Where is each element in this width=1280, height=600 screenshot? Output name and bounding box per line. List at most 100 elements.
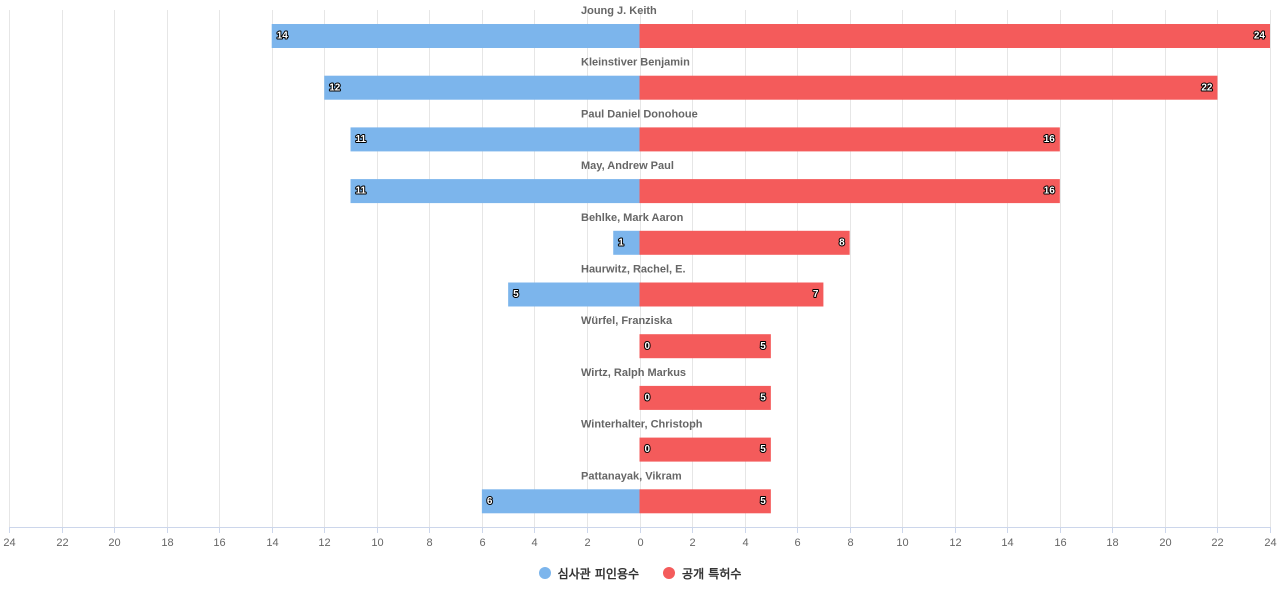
legend-label: 심사관 피인용수 <box>557 566 640 581</box>
value-label: 5 <box>760 444 766 455</box>
x-tick-label: 22 <box>1211 537 1223 549</box>
value-label-outline: 8 <box>839 237 845 248</box>
x-tick-label: 2 <box>689 537 695 549</box>
x-tick-label: 4 <box>742 537 748 549</box>
x-tick-label: 12 <box>949 537 961 549</box>
bar-right-series <box>639 282 824 307</box>
bar-right-series <box>639 230 850 255</box>
category-label: Paul Daniel Donohoue <box>581 108 698 120</box>
bar-right-series <box>639 334 771 359</box>
x-tick-label: 22 <box>56 537 68 549</box>
value-label: 24 <box>1254 31 1266 42</box>
category-label: Haurwitz, Rachel, E. <box>581 264 686 276</box>
legend: 심사관 피인용수 공개 특허수 <box>0 562 1280 584</box>
category-label: Pattanayak, Vikram <box>581 470 682 482</box>
value-label: 8 <box>839 237 845 248</box>
value-label: 5 <box>513 289 519 300</box>
value-label: 0 <box>645 341 651 352</box>
value-label: 0 <box>645 393 651 404</box>
value-label-outline: 1 <box>618 237 624 248</box>
value-label: 11 <box>356 134 367 145</box>
bar-left-series <box>481 489 640 514</box>
bar-right-series <box>639 127 1060 152</box>
x-tick-label: 2 <box>584 537 590 549</box>
value-label-outline: 5 <box>760 444 766 455</box>
value-label-outline: 5 <box>513 289 519 300</box>
x-tick-label: 14 <box>266 537 278 549</box>
value-label-outline: 0 <box>645 444 651 455</box>
value-label: 14 <box>277 31 289 42</box>
value-label-outline: 5 <box>760 341 766 352</box>
value-label: 22 <box>1201 82 1213 93</box>
value-label: 1 <box>618 237 624 248</box>
legend-item-left-series[interactable]: 심사관 피인용수 <box>538 565 640 582</box>
x-tick-label: 24 <box>3 537 15 549</box>
legend-marker <box>538 567 551 579</box>
bar-right-series <box>639 385 771 410</box>
value-label-outline: 16 <box>1044 134 1056 145</box>
value-label-outline: 6 <box>487 496 493 507</box>
bar-left-series <box>271 24 640 48</box>
bar-right-series <box>639 24 1270 48</box>
x-tick-label: 8 <box>426 537 432 549</box>
x-tick-label: 6 <box>794 537 800 549</box>
bar-right-series <box>639 489 771 514</box>
x-tick-label: 10 <box>371 537 383 549</box>
x-tick-label: 0 <box>637 537 643 549</box>
category-label: May, Andrew Paul <box>581 160 674 172</box>
legend-label: 공개 특허수 <box>682 566 742 581</box>
value-label-outline: 0 <box>645 393 651 404</box>
x-tick-label: 16 <box>213 537 225 549</box>
bar-left-series <box>613 230 640 255</box>
value-label-outline: 11 <box>356 186 367 197</box>
category-label: Behlke, Mark Aaron <box>581 212 684 224</box>
x-tick-label: 8 <box>847 537 853 549</box>
bar-right-series <box>639 437 771 462</box>
value-label-outline: 11 <box>356 134 367 145</box>
diverging-bar-chart: Joung J. Keith Kleinstiver Benjamin Paul D… <box>3 5 1277 549</box>
value-label-outline: 7 <box>813 289 819 300</box>
x-tick-label: 18 <box>161 537 173 549</box>
x-tick-label: 18 <box>1106 537 1118 549</box>
legend-marker <box>663 567 676 579</box>
bar-left-series <box>324 75 640 100</box>
value-label-outline: 22 <box>1201 82 1213 93</box>
value-label: 6 <box>487 496 493 507</box>
x-tick-label: 20 <box>1159 537 1171 549</box>
value-label-outline: 12 <box>329 82 341 93</box>
x-tick-label: 20 <box>108 537 120 549</box>
value-label: 0 <box>645 444 651 455</box>
x-tick-label: 4 <box>531 537 537 549</box>
value-label-outline: 24 <box>1254 31 1266 42</box>
value-label: 5 <box>760 496 766 507</box>
value-label: 16 <box>1044 186 1056 197</box>
value-label-outline: 16 <box>1044 186 1056 197</box>
value-label-outline: 5 <box>760 496 766 507</box>
category-label: Kleinstiver Benjamin <box>581 57 690 69</box>
x-tick-label: 12 <box>318 537 330 549</box>
category-label: Joung J. Keith <box>581 5 657 17</box>
x-axis: 24 22 20 18 16 14 12 10 8 6 4 2 0 2 4 6 8 10 12 14 16 18 20 22 2… <box>3 527 1277 549</box>
legend-item-right-series[interactable]: 공개 특허수 <box>663 565 741 582</box>
bars <box>271 24 1270 514</box>
value-label-outline: 5 <box>760 393 766 404</box>
x-tick-label: 24 <box>1264 537 1276 549</box>
value-label: 5 <box>760 341 766 352</box>
value-label: 11 <box>356 186 367 197</box>
x-tick-label: 16 <box>1054 537 1066 549</box>
category-label: Winterhalter, Christoph <box>581 419 703 431</box>
x-tick-label: 6 <box>479 537 485 549</box>
bar-left-series <box>350 179 640 204</box>
x-tick-label: 14 <box>1001 537 1013 549</box>
category-label: Wirtz, Ralph Markus <box>581 367 686 379</box>
value-label-outline: 14 <box>277 31 289 42</box>
value-label: 12 <box>329 82 341 93</box>
bar-left-series <box>508 282 640 307</box>
value-label: 7 <box>813 289 819 300</box>
value-label: 5 <box>760 393 766 404</box>
bar-right-series <box>639 75 1218 100</box>
x-tick-label: 10 <box>896 537 908 549</box>
bar-right-series <box>639 179 1060 204</box>
bar-left-series <box>350 127 640 152</box>
